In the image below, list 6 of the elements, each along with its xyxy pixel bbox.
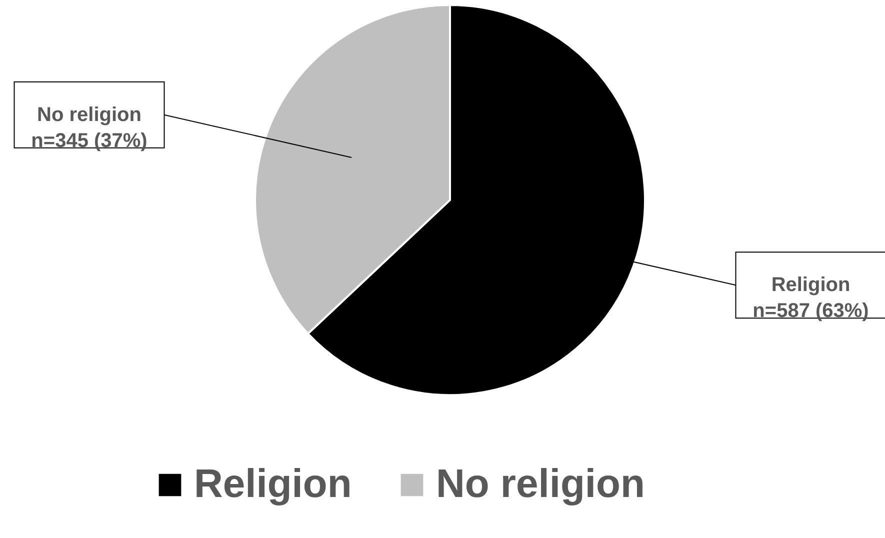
data-label: n=587 (63%) [752,300,869,322]
slice-label: Religion [771,274,850,296]
legend-label: Religion [194,462,352,506]
data-label: n=345 (37%) [31,130,148,152]
slice-label: No religion [37,104,142,126]
legend-label: No religion [436,462,645,506]
